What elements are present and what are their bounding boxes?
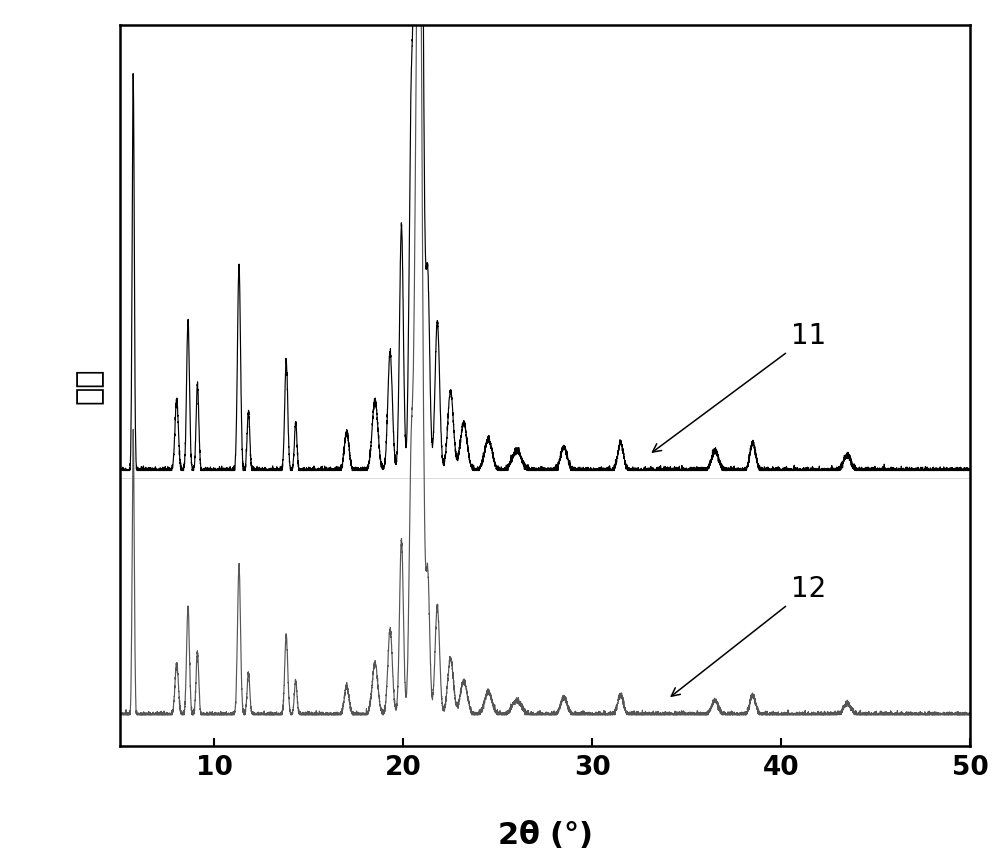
Text: $\mathbf{2\theta}$ (°): $\mathbf{2\theta}$ (°) (497, 818, 593, 848)
Text: 12: 12 (671, 575, 826, 696)
Y-axis label: 强度: 强度 (74, 367, 103, 404)
Text: 11: 11 (652, 322, 826, 452)
